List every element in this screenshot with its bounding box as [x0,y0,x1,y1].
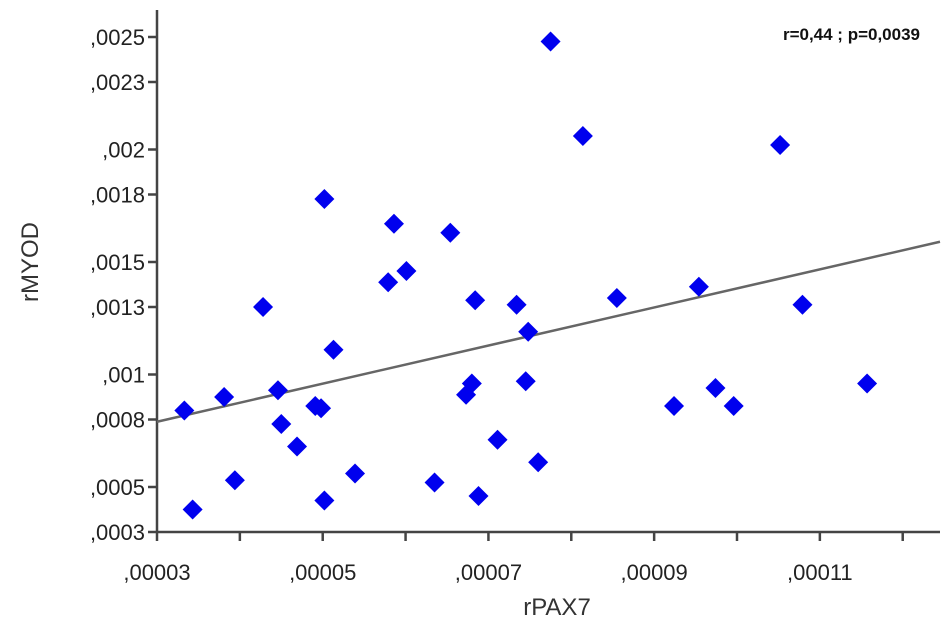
x-axis-ticks: ,00003 ,00005 ,00007 ,00009 ,00011 [123,532,904,585]
data-point [540,31,561,52]
data-point [287,436,308,457]
data-point [174,400,195,421]
y-tick-label: ,0018 [90,183,145,208]
data-point [688,276,709,297]
data-point [267,380,288,401]
y-tick-label: ,001 [102,363,145,388]
data-point [224,470,245,491]
y-tick-label: ,0003 [90,520,145,545]
regression-line [156,240,941,423]
y-tick-label: ,0015 [90,250,145,275]
data-point [792,294,813,315]
data-point [396,261,417,281]
y-tick-label: ,002 [102,138,145,163]
y-tick-label: ,0025 [90,25,145,50]
data-point [345,463,366,484]
data-point [383,213,404,234]
y-tick-label: ,0023 [90,70,145,95]
x-axis-title: rPAX7 [523,594,591,621]
data-point [857,373,878,394]
data-point [506,294,527,315]
data-point [214,387,235,407]
data-point [572,126,593,146]
data-point [465,290,486,311]
data-point [515,371,536,392]
data-point [518,321,539,342]
data-point [487,429,508,450]
x-tick-label: ,00009 [620,560,687,585]
data-point [664,396,685,416]
data-points [174,31,878,520]
data-point [182,499,203,520]
data-point [323,339,344,360]
data-point [271,414,292,434]
y-axis-ticks: ,0003 ,0005 ,0008 ,001 ,0013 ,0015 ,0018 ,002 ,0… [90,25,157,545]
data-point [723,396,744,416]
y-axis-title: rMYOD [17,222,44,302]
x-tick-label: ,00011 [787,560,853,585]
data-point [253,297,274,317]
correlation-annotation: r=0,44 ; p=0,0039 [783,25,920,44]
data-point [770,135,791,155]
data-point [440,222,461,243]
data-point [311,398,332,419]
y-tick-label: ,0013 [90,295,145,320]
x-tick-label: ,00003 [123,560,190,585]
data-point [468,486,489,506]
x-tick-label: ,00005 [289,560,356,585]
data-point [314,189,335,209]
data-point [461,373,482,394]
data-point [705,378,726,398]
data-point [606,288,627,308]
data-point [314,490,335,511]
data-point [424,472,445,493]
y-tick-label: ,0005 [90,475,145,500]
y-tick-label: ,0008 [90,408,145,433]
data-point [378,272,399,293]
x-tick-label: ,00007 [455,560,522,585]
data-point [528,452,549,473]
